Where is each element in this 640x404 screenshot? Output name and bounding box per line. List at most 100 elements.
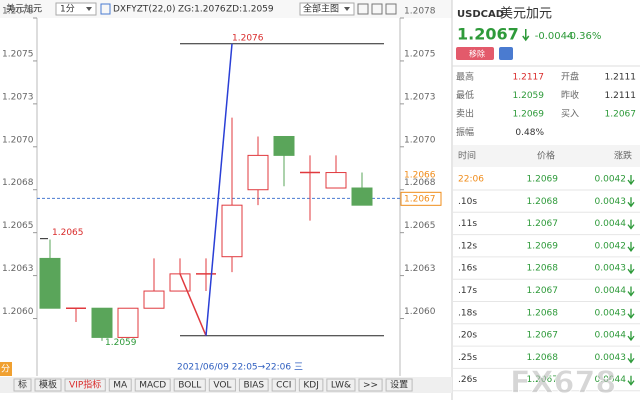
trade-change: 0.0042 [595,241,627,251]
down-arrow [627,375,635,386]
quote-price: 1.2067 [457,25,519,44]
period-select[interactable] [55,2,97,16]
candle-body [247,154,269,191]
toolbar-button[interactable] [298,378,324,392]
y-tick-label: 1.2078 [2,7,34,17]
remove-button[interactable] [456,47,494,60]
date-label: 2021/06/09 22:05→22:06 三 [177,363,303,373]
toolbar-button[interactable] [108,378,132,392]
y-tick-label: 1.2073 [2,92,34,102]
y-tick-label: 1.2060 [404,307,436,317]
indicator-icon[interactable] [100,3,111,15]
trade-change: 0.0043 [595,197,627,207]
down-arrow [522,29,530,42]
dropdown-arrow [344,7,350,11]
y-tick-label: 1.2068 [2,178,34,188]
stat-value: 1.2111 [605,91,637,101]
y-tick-label: 1.2065 [404,221,436,231]
alert-button[interactable] [499,47,513,60]
down-arrow [627,264,635,275]
toolbar-button[interactable] [64,378,106,392]
icon-button[interactable] [371,3,383,15]
candle-body [273,135,295,156]
trade-time: .18s [458,308,477,318]
candle-body [351,187,373,206]
y-tick-label: 1.2068 [404,178,436,188]
candle-body [143,290,165,309]
trade-price: 1.2068 [527,353,559,363]
candle-body [39,257,61,309]
toolbar-item: CCI [276,381,291,391]
low-line-label: 1.2059 [105,338,137,348]
toolbar-button[interactable] [134,378,171,392]
candle-body [91,307,113,338]
down-arrow [627,219,635,230]
down-arrow [627,308,635,319]
down-arrow [627,241,635,252]
trade-time: .12s [458,241,477,251]
toolbar-item: KDJ [303,381,319,391]
quote-name: 美元加元 [500,7,552,22]
dropdown-arrow [86,7,92,11]
main-select[interactable] [299,2,355,16]
table-header-cell: 价格 [537,150,555,162]
toolbar-item: MA [113,381,128,391]
trade-time: 22:06 [458,175,484,185]
remove-text: 移除 [469,49,485,59]
current-price-box [400,191,442,206]
toolbar-button[interactable] [208,378,236,392]
y-tick-label: 1.2063 [2,264,34,274]
y-tick-label: 1.2065 [2,221,34,231]
trade-price: 1.2067 [527,375,559,385]
toolbar-button[interactable] [271,378,296,392]
stat-label: 振幅 [456,126,474,138]
symbol: 美元加元 [6,3,42,15]
toolbar-button[interactable] [34,378,62,392]
toolbar-item: 标 [18,379,27,391]
trade-time: .10s [458,197,477,207]
current-price-label: 1.2067 [404,194,436,204]
toolbar-button[interactable] [326,378,356,392]
toolbar-item: 设置 [390,380,408,391]
icon-button[interactable] [385,3,397,15]
zigzag-segment [205,43,233,336]
toolbar-item: >> [363,381,378,391]
trade-price: 1.2067 [527,219,559,229]
trade-price: 1.2068 [527,197,559,207]
trade-price: 1.2069 [527,241,559,251]
trade-time: .11s [458,219,477,229]
y-tick-label: 1.2063 [404,264,436,274]
toolbar-item: 模板 [39,379,57,391]
icon-button[interactable] [357,3,369,15]
y-tick-label: 1.2075 [404,49,436,59]
candle-body [117,307,139,338]
trade-change: 0.0044 [595,331,627,341]
toolbar-item: MACD [139,381,166,391]
toolbar-button[interactable] [13,378,32,392]
corner-box [0,362,12,376]
stat-label: 最低 [456,89,474,101]
trade-change: 0.0044 [595,219,627,229]
trade-time: .26s [458,375,477,385]
toolbar-button[interactable] [238,378,269,392]
toolbar-button[interactable] [385,378,413,392]
toolbar-button[interactable] [358,378,383,392]
table-header-cell: 涨跌 [614,151,632,162]
quote-pct: -0.36% [566,31,601,42]
down-arrow [627,353,635,364]
trade-change: 0.0044 [595,375,627,385]
stat-label: 最高 [456,71,474,83]
toolbar-item: BOLL [178,381,201,391]
toolbar-button[interactable] [173,378,206,392]
y-tick-label: 1.2060 [2,307,34,317]
stat-value: 1.2067 [605,110,637,120]
y-tick-label: 1.2070 [2,135,34,145]
y-tick-label: 1.2073 [404,92,436,102]
left-marker-label: 1.2065 [52,228,84,238]
bottom-bar [0,377,452,393]
y-tick-label: 1.2070 [404,135,436,145]
trade-price: 1.2069 [527,175,559,185]
trade-change: 0.0042 [595,175,627,185]
stat-label: 昨收 [561,89,579,101]
